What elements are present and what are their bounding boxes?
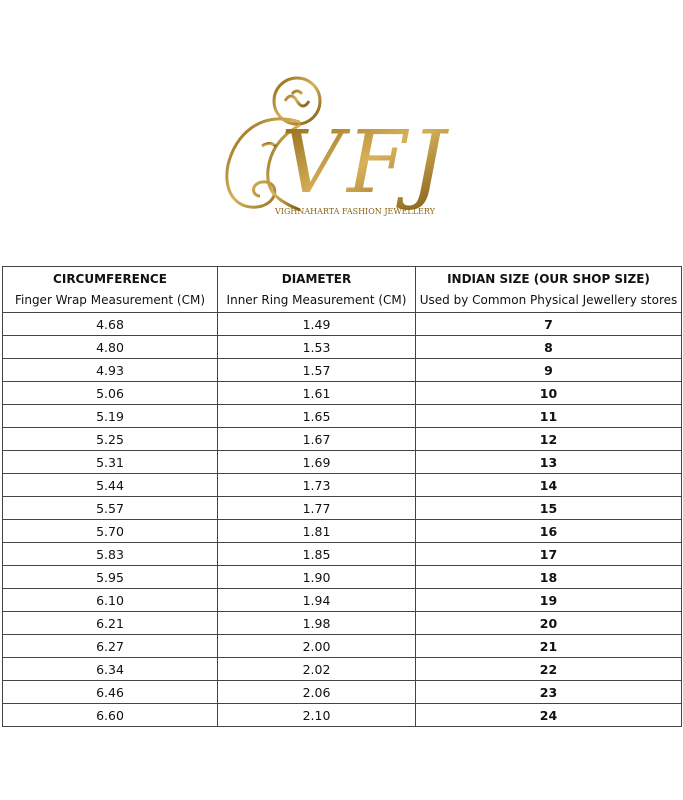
table-cell: 2.06 <box>217 680 416 704</box>
table-cell: 2.00 <box>217 634 416 658</box>
column-title: DIAMETER <box>281 271 352 286</box>
table-cell: 8 <box>415 335 682 359</box>
table-row: 4.68 1.49 7 <box>2 312 682 336</box>
table-cell: 1.90 <box>217 565 416 589</box>
column-subtitle: Finger Wrap Measurement (CM) <box>14 292 206 307</box>
table-cell: 4.68 <box>2 312 218 336</box>
column-title: INDIAN SIZE (OUR SHOP SIZE) <box>447 271 650 286</box>
table-cell: 1.65 <box>217 404 416 428</box>
table-row: 5.31 1.69 13 <box>2 450 682 474</box>
table-cell: 1.49 <box>217 312 416 336</box>
table-cell: 1.94 <box>217 588 416 612</box>
table-cell: 5.19 <box>2 404 218 428</box>
table-cell: 18 <box>415 565 682 589</box>
table-cell: 16 <box>415 519 682 543</box>
table-row: 4.80 1.53 8 <box>2 335 682 359</box>
table-row: 4.93 1.57 9 <box>2 358 682 382</box>
column-header: CIRCUMFERENCE Finger Wrap Measurement (CM… <box>2 266 218 313</box>
table-cell: 6.60 <box>2 703 218 727</box>
table-cell: 22 <box>415 657 682 681</box>
table-cell: 1.73 <box>217 473 416 497</box>
table-cell: 4.80 <box>2 335 218 359</box>
table-row: 6.27 2.00 21 <box>2 634 682 658</box>
table-cell: 4.93 <box>2 358 218 382</box>
table-cell: 14 <box>415 473 682 497</box>
table-row: 5.06 1.61 10 <box>2 381 682 405</box>
table-cell: 5.57 <box>2 496 218 520</box>
table-cell: 5.44 <box>2 473 218 497</box>
logo-art <box>225 76 322 212</box>
table-row: 5.19 1.65 11 <box>2 404 682 428</box>
table-cell: 20 <box>415 611 682 635</box>
table-cell: 6.21 <box>2 611 218 635</box>
logo-name: VIGHNAHARTA FASHION JEWELLERY <box>274 207 436 216</box>
table-cell: 5.06 <box>2 381 218 405</box>
table-cell: 2.02 <box>217 657 416 681</box>
table-cell: 1.69 <box>217 450 416 474</box>
column-title: CIRCUMFERENCE <box>53 271 167 286</box>
table-cell: 5.70 <box>2 519 218 543</box>
table-row: 5.44 1.73 14 <box>2 473 682 497</box>
table-row: 5.25 1.67 12 <box>2 427 682 451</box>
table-cell: 10 <box>415 381 682 405</box>
table-row: 5.83 1.85 17 <box>2 542 682 566</box>
table-cell: 6.27 <box>2 634 218 658</box>
table-cell: 1.61 <box>217 381 416 405</box>
table-cell: 11 <box>415 404 682 428</box>
column-subtitle: Inner Ring Measurement (CM) <box>226 292 407 307</box>
table-row: 6.60 2.10 24 <box>2 703 682 727</box>
table-cell: 7 <box>415 312 682 336</box>
table-cell: 6.34 <box>2 657 218 681</box>
logo-mark: VFJ <box>281 113 450 213</box>
table-cell: 1.85 <box>217 542 416 566</box>
table-cell: 5.25 <box>2 427 218 451</box>
table-cell: 6.46 <box>2 680 218 704</box>
table-cell: 5.31 <box>2 450 218 474</box>
table-cell: 24 <box>415 703 682 727</box>
table-cell: 1.98 <box>217 611 416 635</box>
table-body: 4.68 1.49 7 4.80 1.53 8 4.93 1.57 9 5.06 1.61 10 5.1… <box>2 312 682 727</box>
table-cell: 12 <box>415 427 682 451</box>
table-cell: 13 <box>415 450 682 474</box>
table-cell: 21 <box>415 634 682 658</box>
size-table: CIRCUMFERENCE Finger Wrap Measurement (CM… <box>2 266 682 727</box>
column-header: INDIAN SIZE (OUR SHOP SIZE) Used by Commo… <box>415 266 682 313</box>
table-cell: 17 <box>415 542 682 566</box>
table-cell: 1.53 <box>217 335 416 359</box>
table-row: 6.10 1.94 19 <box>2 588 682 612</box>
table-cell: 6.10 <box>2 588 218 612</box>
table-cell: 23 <box>415 680 682 704</box>
table-row: 5.57 1.77 15 <box>2 496 682 520</box>
table-row: 6.34 2.02 22 <box>2 657 682 681</box>
table-cell: 1.77 <box>217 496 416 520</box>
table-cell: 1.67 <box>217 427 416 451</box>
table-cell: 5.95 <box>2 565 218 589</box>
column-header: DIAMETER Inner Ring Measurement (CM) <box>217 266 416 313</box>
table-row: 6.46 2.06 23 <box>2 680 682 704</box>
table-cell: 15 <box>415 496 682 520</box>
header-row: CIRCUMFERENCE Finger Wrap Measurement (CM… <box>2 266 682 313</box>
table-row: 5.70 1.81 16 <box>2 519 682 543</box>
table-cell: 9 <box>415 358 682 382</box>
table-row: 6.21 1.98 20 <box>2 611 682 635</box>
logo: VFJ VIGHNAHARTA FASHION JEWELLERY <box>225 76 450 216</box>
table-cell: 5.83 <box>2 542 218 566</box>
table-cell: 1.57 <box>217 358 416 382</box>
table-cell: 1.81 <box>217 519 416 543</box>
table-cell: 2.10 <box>217 703 416 727</box>
table-cell: 19 <box>415 588 682 612</box>
column-subtitle: Used by Common Physical Jewellery stores <box>419 292 678 307</box>
table-row: 5.95 1.90 18 <box>2 565 682 589</box>
